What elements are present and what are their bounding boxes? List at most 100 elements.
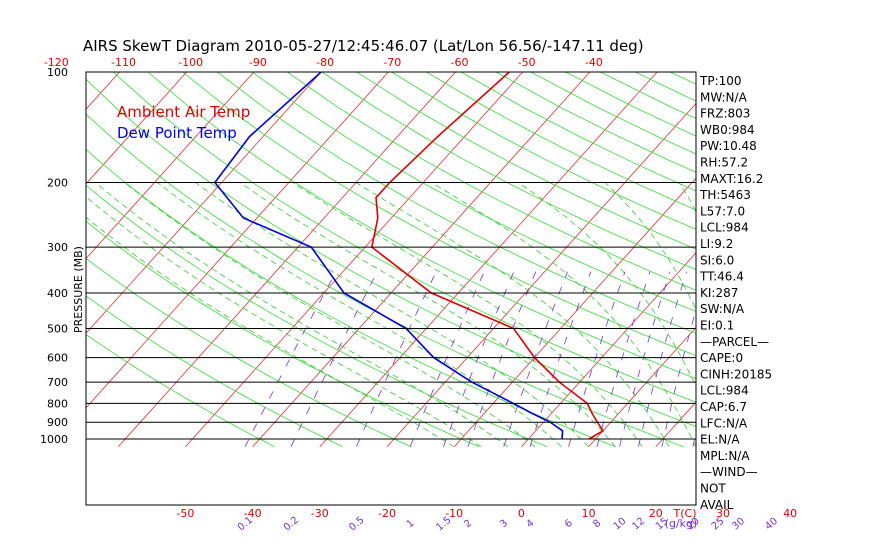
info-line: CINH:20185 [700,367,772,381]
top-temp-tick-label: -110 [111,56,136,69]
info-line: MW:N/A [700,90,748,104]
bottom-temperature-axis: -50 -40 -30 -20 -10 0 10 20 30 40 T(C) [176,507,797,520]
dew-point-profile [213,72,564,440]
isotherm-line [252,72,591,448]
mixing-ratio-label: 2 [462,518,474,531]
dry-adiabat-line [321,72,696,270]
info-line: AVAIL [700,498,734,512]
bottom-temp-tick-label: 40 [783,507,797,520]
moist-adiabat-line [431,182,696,447]
isotherm-line [588,326,696,448]
dry-adiabat-line [86,148,616,448]
diagram-grid [86,72,696,448]
mixing-ratio-label: 4 [525,518,537,531]
moist-adiabat-line [86,216,455,448]
info-line: MAXT:16.2 [700,172,763,186]
y-axis-label: PRESSURE (MB) [72,246,85,333]
dry-adiabat-line [356,72,696,250]
top-temp-tick-label: -70 [383,56,401,69]
dry-adiabat-line [112,72,696,403]
dry-adiabat-line [217,72,696,334]
info-line: FRZ:803 [700,107,750,121]
dry-adiabat-line [86,257,412,448]
mixing-ratio-line [443,271,515,447]
dry-adiabat-line [86,295,343,448]
info-line: EI:0.1 [700,319,734,333]
info-line: NOT [700,482,726,496]
dry-adiabat-line [86,220,480,448]
bottom-temp-unit: T(C) [673,507,697,520]
top-temp-tick-label: -90 [249,56,267,69]
moist-adiabat-line [157,182,562,448]
pressure-tick-label: 500 [47,323,68,336]
mixing-ratio-label: 8 [591,518,603,531]
pressure-tick-label: 200 [47,176,68,189]
info-line: LI:9.2 [700,237,733,251]
mixing-ratio-line [290,271,378,447]
moist-adiabat-line [604,182,696,311]
legend: Ambient Air Temp Dew Point Temp [117,103,250,142]
mixing-ratio-line [619,271,671,447]
bottom-temp-tick-label: 10 [582,507,596,520]
pressure-tick-label: 300 [47,241,68,254]
bottom-temp-tick-label: 30 [716,507,730,520]
dry-adiabat-line [86,113,684,448]
bottom-temp-tick-label: 20 [649,507,663,520]
mixing-ratio-line [409,271,485,447]
info-line: SW:N/A [700,302,745,316]
bottom-temp-tick-label: 0 [518,507,525,520]
mixing-ratio-line [568,271,626,447]
bottom-temp-tick-label: -20 [378,507,396,520]
info-line: —PARCEL— [700,335,769,349]
isotherm-line [521,252,696,448]
top-temp-tick-label: -100 [178,56,203,69]
mixing-ratio-line [638,271,687,447]
info-line: RH:57.2 [700,156,748,170]
dry-adiabat-line [86,333,275,448]
isotherm-line [86,72,188,185]
bottom-temp-tick-label: -40 [244,507,262,520]
info-line: KI:287 [700,286,738,300]
moist-adiabat-line [292,182,643,448]
info-line: TP:100 [699,74,742,88]
mixing-ratio-label: 3 [498,518,510,531]
top-temp-tick-label: -120 [44,56,69,69]
dry-adiabat-line [86,78,696,427]
top-temp-tick-label: -80 [316,56,334,69]
pressure-tick-label: 700 [47,376,68,389]
dry-adiabat-line [182,72,696,357]
pressure-tick-label: 1000 [40,433,68,446]
isotherm-line [117,72,457,448]
sounding-info-panel: TP:100 MW:N/A FRZ:803 WB0:984 PW:10.48 RH:57.… [699,74,772,512]
top-temperature-axis: -120 -110 -100 -90 -80 -70 -60 -50 -40 [44,56,603,69]
bottom-temp-tick-label: -10 [445,507,463,520]
info-line: LFC:N/A [700,416,748,430]
pressure-tick-label: 800 [47,397,68,410]
info-line: EL:N/A [700,433,740,447]
info-line: SI:6.0 [700,253,734,267]
moist-adiabat-line [355,182,670,448]
mixing-ratio-line [661,308,696,447]
mixing-ratio-line [503,271,568,447]
isotherm-line [86,72,255,260]
mixing-ratio-line [467,271,537,447]
mixing-ratio-unit: (g/kg) [665,517,698,530]
bottom-temp-tick-label: -30 [311,507,329,520]
pressure-axis: 100 200 300 400 500 600 700 800 900 1000 [40,66,696,446]
moist-adiabat-line [518,182,696,388]
info-line: PW:10.48 [700,139,757,153]
top-temp-tick-label: -40 [585,56,603,69]
dry-adiabat-line [286,72,696,291]
legend-air-temp: Ambient Air Temp [117,103,250,121]
isotherm-line [386,102,696,448]
moist-adiabat-line [86,196,482,448]
dry-adiabat-line [147,72,696,380]
isotherm-line [86,72,389,409]
moist-adiabat-line [239,182,616,448]
bottom-temp-tick-label: -50 [176,507,194,520]
moist-adiabat-line [124,182,536,448]
mixing-ratio-line [356,271,437,447]
info-line: CAPE:0 [700,351,743,365]
isotherm-line [319,72,658,448]
